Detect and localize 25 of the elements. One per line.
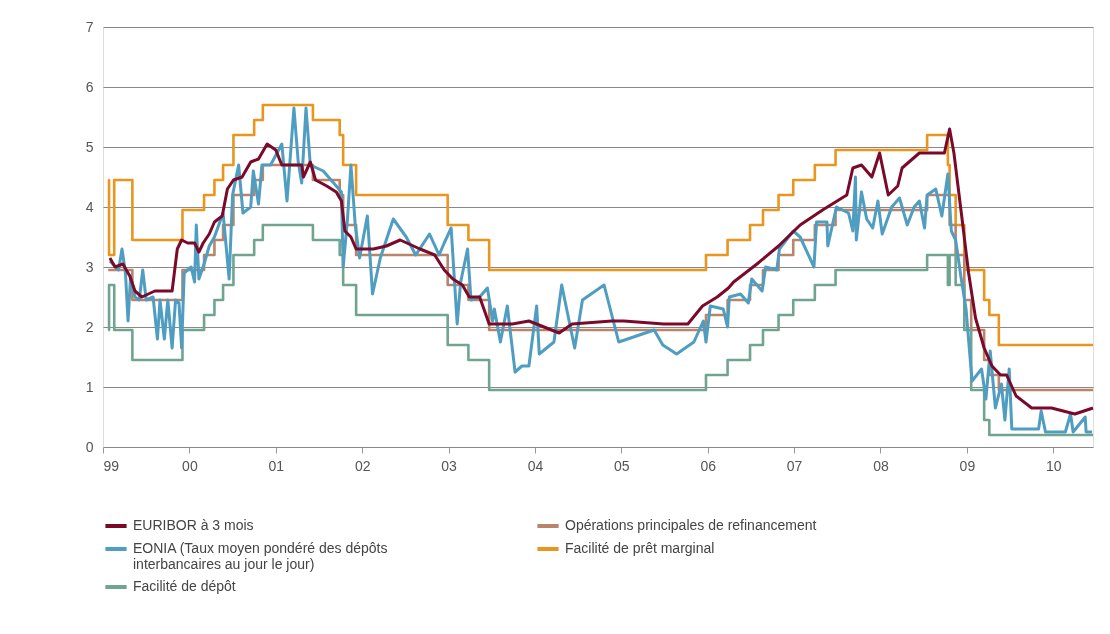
x-tick-label: 09 (959, 457, 976, 474)
y-tick-label: 1 (85, 378, 94, 395)
legend-label: Opérations principales de refinancement (565, 517, 817, 533)
x-tick-label: 07 (786, 457, 803, 474)
x-tick-label: 99 (103, 457, 120, 474)
x-tick-label: 00 (182, 457, 198, 474)
legend-label: Facilité de dépôt (133, 578, 236, 594)
legend-label: Facilité de prêt marginal (565, 540, 715, 556)
legend-label: EONIA (Taux moyen pondéré des dépôts interbancaires au jour le jour) (133, 540, 388, 572)
y-tick-label: 0 (85, 438, 94, 455)
y-tick-label: 5 (85, 138, 94, 155)
x-tick-label: 10 (1045, 457, 1062, 474)
x-tick-label: 04 (527, 457, 544, 474)
y-tick-label: 2 (85, 318, 94, 335)
y-tick-label: 7 (85, 18, 94, 35)
x-tick-label: 03 (441, 457, 458, 474)
y-tick-label: 3 (85, 258, 94, 275)
x-tick-label: 02 (354, 457, 371, 474)
x-tick-label: 01 (268, 457, 285, 474)
x-tick-label: 06 (700, 457, 717, 474)
x-tick-label: 05 (614, 457, 630, 474)
x-tick-label: 08 (873, 457, 889, 474)
y-tick-label: 6 (85, 78, 94, 95)
legend-label: EURIBOR à 3 mois (133, 517, 254, 533)
y-tick-label: 4 (85, 198, 94, 215)
